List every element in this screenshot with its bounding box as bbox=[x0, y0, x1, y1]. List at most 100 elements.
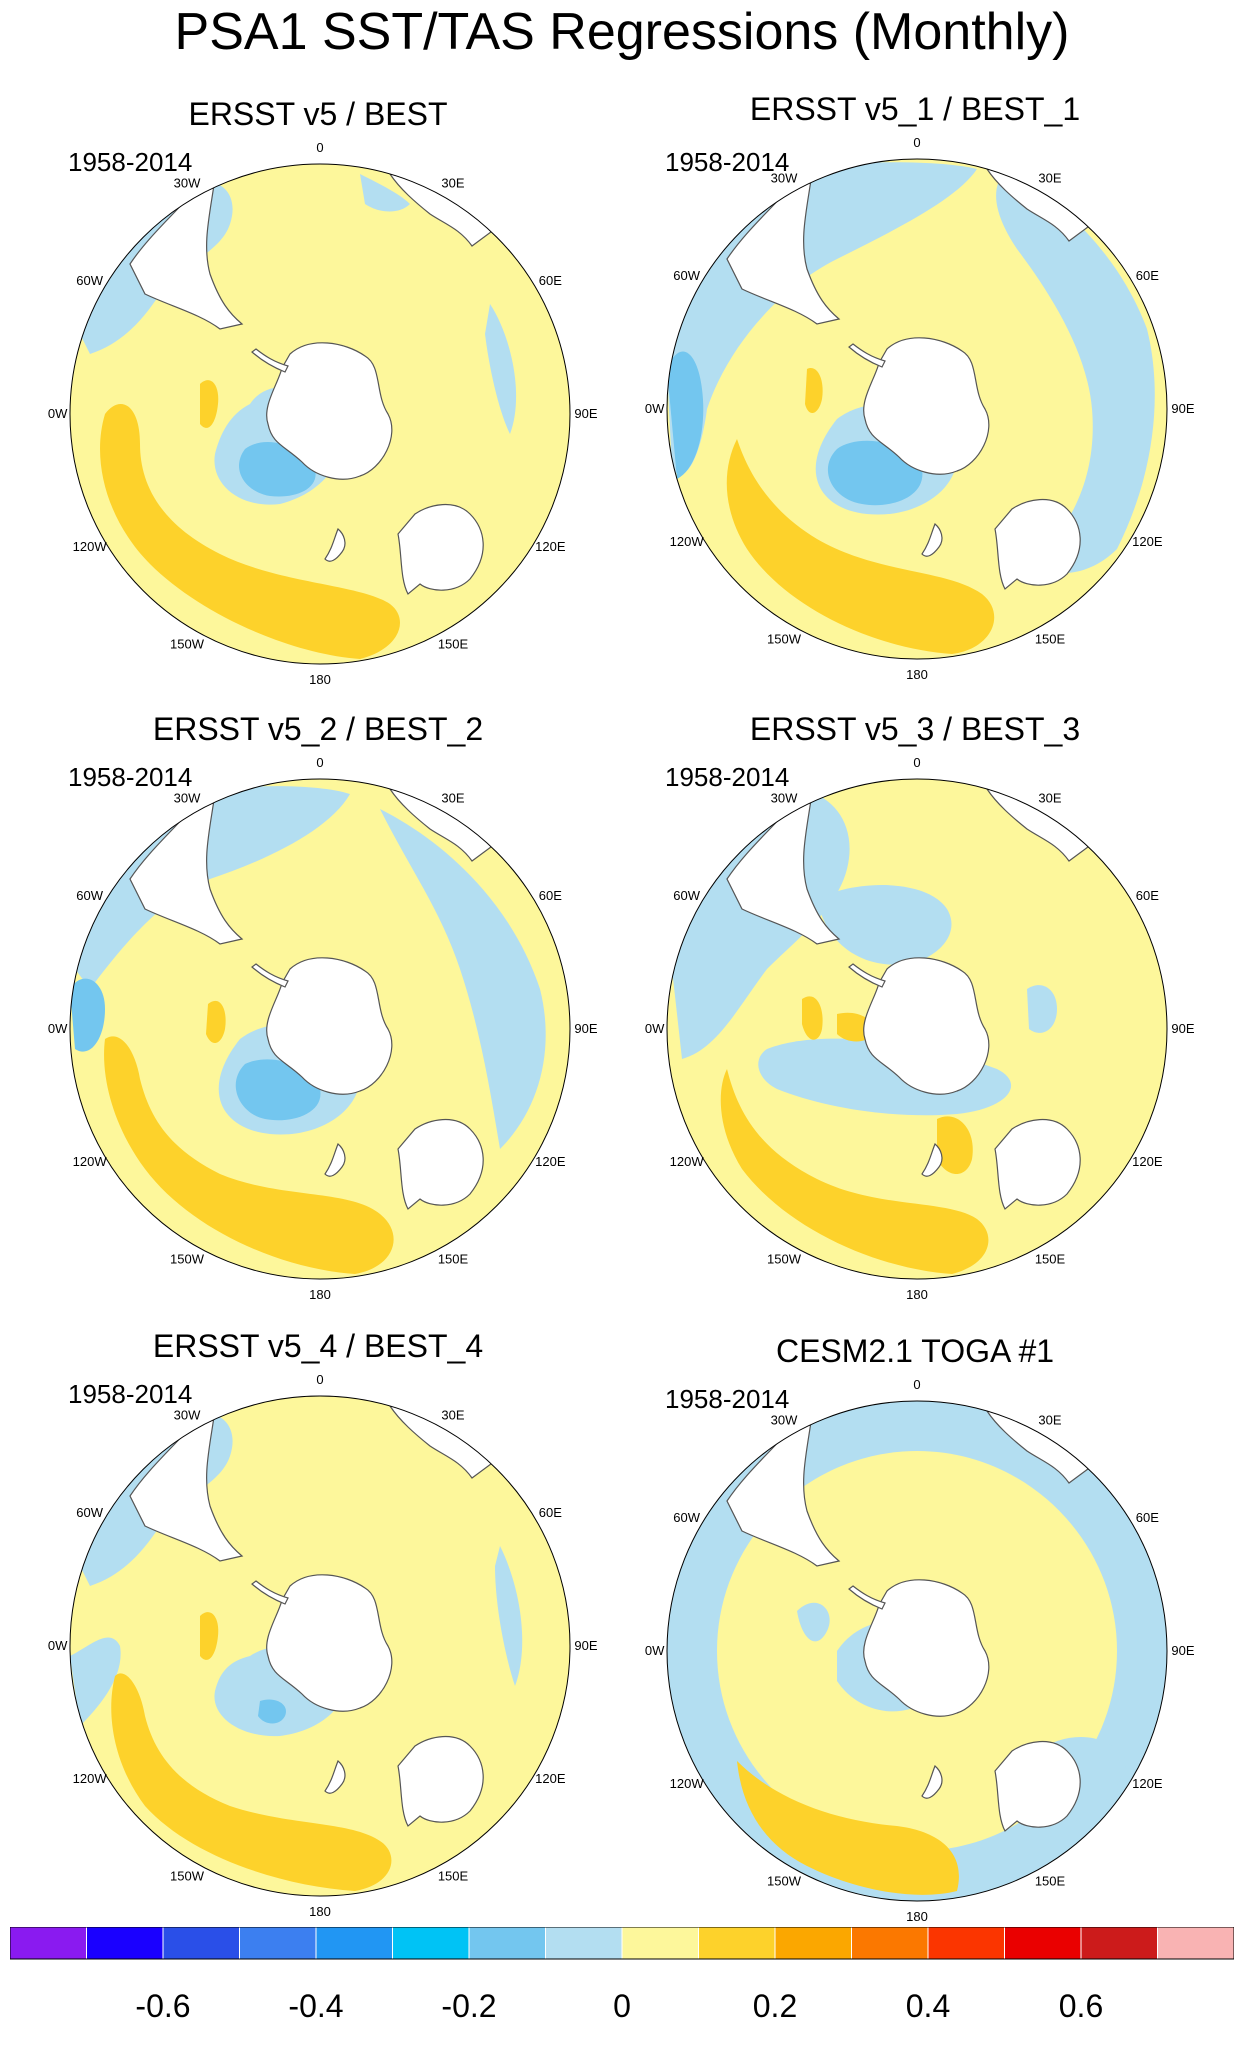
longitude-label: 120W bbox=[670, 1154, 705, 1169]
period-label: 1958-2014 bbox=[68, 1379, 193, 1409]
polar-stereographic-map: 0 30E 60E 90E 120E 150E 180 150W 120W 90W 60W 30W bbox=[48, 1372, 598, 1919]
longitude-label: 180 bbox=[309, 1287, 331, 1302]
map-boundary bbox=[69, 1395, 571, 1897]
longitude-label: 150E bbox=[438, 1251, 469, 1266]
longitude-label: 180 bbox=[309, 672, 331, 687]
colorbar-swatch bbox=[239, 1927, 317, 1960]
colorbar-label: 0.2 bbox=[753, 1988, 797, 2024]
longitude-label: 120W bbox=[670, 1776, 705, 1791]
longitude-label: 60E bbox=[539, 1505, 562, 1520]
coastline-antarctica bbox=[266, 342, 393, 480]
coastline-peninsula bbox=[848, 343, 886, 368]
coastline-nz bbox=[324, 528, 346, 562]
longitude-label: 30W bbox=[174, 791, 201, 806]
longitude-label: 90E bbox=[574, 406, 597, 421]
colorbar-swatch bbox=[927, 1927, 1005, 1960]
landmasses bbox=[129, 169, 496, 595]
coastline-antarctica bbox=[863, 1579, 990, 1717]
colorbar-swatch bbox=[10, 1927, 87, 1960]
longitude-label: 30W bbox=[174, 1408, 201, 1423]
positive-region bbox=[937, 1116, 973, 1174]
longitude-label: 30E bbox=[1038, 171, 1061, 186]
colorbar-swatch bbox=[621, 1927, 699, 1960]
positive-region bbox=[726, 439, 995, 654]
colorbar-swatch bbox=[1157, 1927, 1234, 1960]
longitude-label: 30W bbox=[771, 791, 798, 806]
colorbar-swatch bbox=[162, 1927, 240, 1960]
longitude-label: 150W bbox=[170, 1251, 205, 1266]
colorbar-swatch bbox=[1004, 1927, 1082, 1960]
colorbar-swatch bbox=[1080, 1927, 1158, 1960]
longitude-label: 0 bbox=[316, 755, 323, 770]
colorbar-swatch bbox=[86, 1927, 164, 1960]
longitude-label: 150W bbox=[767, 1873, 802, 1888]
longitude-label: 90W bbox=[645, 1021, 665, 1036]
longitude-label: 30E bbox=[1038, 791, 1061, 806]
coastline-antarctica bbox=[266, 1574, 393, 1712]
coastline-peninsula bbox=[251, 1580, 289, 1605]
longitude-label: 90W bbox=[645, 401, 665, 416]
longitude-label: 90E bbox=[1171, 1021, 1194, 1036]
colorbar-label: 0.4 bbox=[906, 1988, 950, 2024]
map-boundary bbox=[69, 163, 571, 665]
longitude-label: 90E bbox=[574, 1638, 597, 1653]
map-panel-5: 0 30E 60E 90E 120E 150E 180 150W 120W 90W 60W 30W E… bbox=[48, 1327, 608, 1927]
longitude-label: 120E bbox=[1132, 534, 1163, 549]
longitude-label: 150W bbox=[767, 631, 802, 646]
longitude-label: 90W bbox=[645, 1643, 665, 1658]
longitude-label: 150E bbox=[1035, 631, 1066, 646]
longitude-label: 150E bbox=[438, 636, 469, 651]
period-label: 1958-2014 bbox=[68, 762, 193, 792]
coastline-australia bbox=[994, 1740, 1081, 1832]
coastline-nz bbox=[324, 1143, 346, 1177]
negative-region bbox=[360, 174, 410, 212]
positive-region bbox=[802, 996, 823, 1040]
longitude-label: 60W bbox=[673, 1510, 700, 1525]
map-boundary bbox=[666, 158, 1168, 660]
longitude-label: 0 bbox=[913, 755, 920, 770]
longitude-label: 60W bbox=[76, 1505, 103, 1520]
coastline-nz bbox=[921, 523, 943, 557]
colorbar-swatch bbox=[698, 1927, 776, 1960]
strong-negative-region bbox=[70, 978, 105, 1052]
period-label: 1958-2014 bbox=[665, 147, 790, 177]
positive-region bbox=[200, 380, 219, 428]
longitude-label: 0 bbox=[913, 135, 920, 150]
colorbar-swatch bbox=[774, 1927, 852, 1960]
negative-region bbox=[817, 885, 952, 965]
coastline-australia bbox=[397, 1735, 484, 1827]
colorbar-label: 0.6 bbox=[1059, 1988, 1103, 2024]
longitude-label: 30E bbox=[1038, 1413, 1061, 1428]
longitude-label: 60E bbox=[1136, 1510, 1159, 1525]
negative-region bbox=[1027, 985, 1057, 1033]
colorbar: -0.6 -0.4 -0.2 0 0.2 0.4 0.6 bbox=[10, 1927, 1234, 2024]
coastline-antarctica bbox=[863, 957, 990, 1095]
longitude-label: 150W bbox=[170, 636, 205, 651]
colorbar-label: 0 bbox=[613, 1988, 631, 2024]
longitude-label: 60W bbox=[673, 268, 700, 283]
positive-region bbox=[720, 1069, 989, 1274]
longitude-label: 30W bbox=[771, 171, 798, 186]
longitude-label: 150W bbox=[767, 1251, 802, 1266]
polar-stereographic-map: 0 30E 60E 90E 120E 150E 180 150W 120W 90W 60W 30W bbox=[645, 135, 1195, 682]
panel-title: ERSST v5_3 / BEST_3 bbox=[749, 711, 1081, 747]
map-panel-1: 0 30E 60E 90E 120E 150E 180 150W 120W 90W 60W 30W E… bbox=[48, 95, 608, 695]
coastline-nz bbox=[324, 1760, 346, 1794]
longitude-label: 90E bbox=[1171, 401, 1194, 416]
negative-region bbox=[485, 304, 517, 434]
coastline-antarctica bbox=[863, 337, 990, 475]
landmasses bbox=[726, 1406, 1093, 1832]
longitude-label: 0 bbox=[316, 140, 323, 155]
map-boundary bbox=[69, 778, 571, 1280]
coastline-australia bbox=[397, 503, 484, 595]
longitude-label: 60E bbox=[1136, 268, 1159, 283]
panel-title: ERSST v5_4 / BEST_4 bbox=[152, 1328, 484, 1364]
longitude-label: 90W bbox=[48, 1021, 68, 1036]
longitude-label: 120W bbox=[670, 534, 705, 549]
strong-negative-region bbox=[258, 1699, 286, 1724]
negative-region bbox=[996, 169, 1155, 573]
positive-region bbox=[104, 1036, 394, 1274]
positive-region bbox=[737, 1761, 959, 1895]
longitude-label: 0 bbox=[913, 1377, 920, 1392]
map-panel-3: 0 30E 60E 90E 120E 150E 180 150W 120W 90W 60W 30W E… bbox=[48, 710, 608, 1310]
